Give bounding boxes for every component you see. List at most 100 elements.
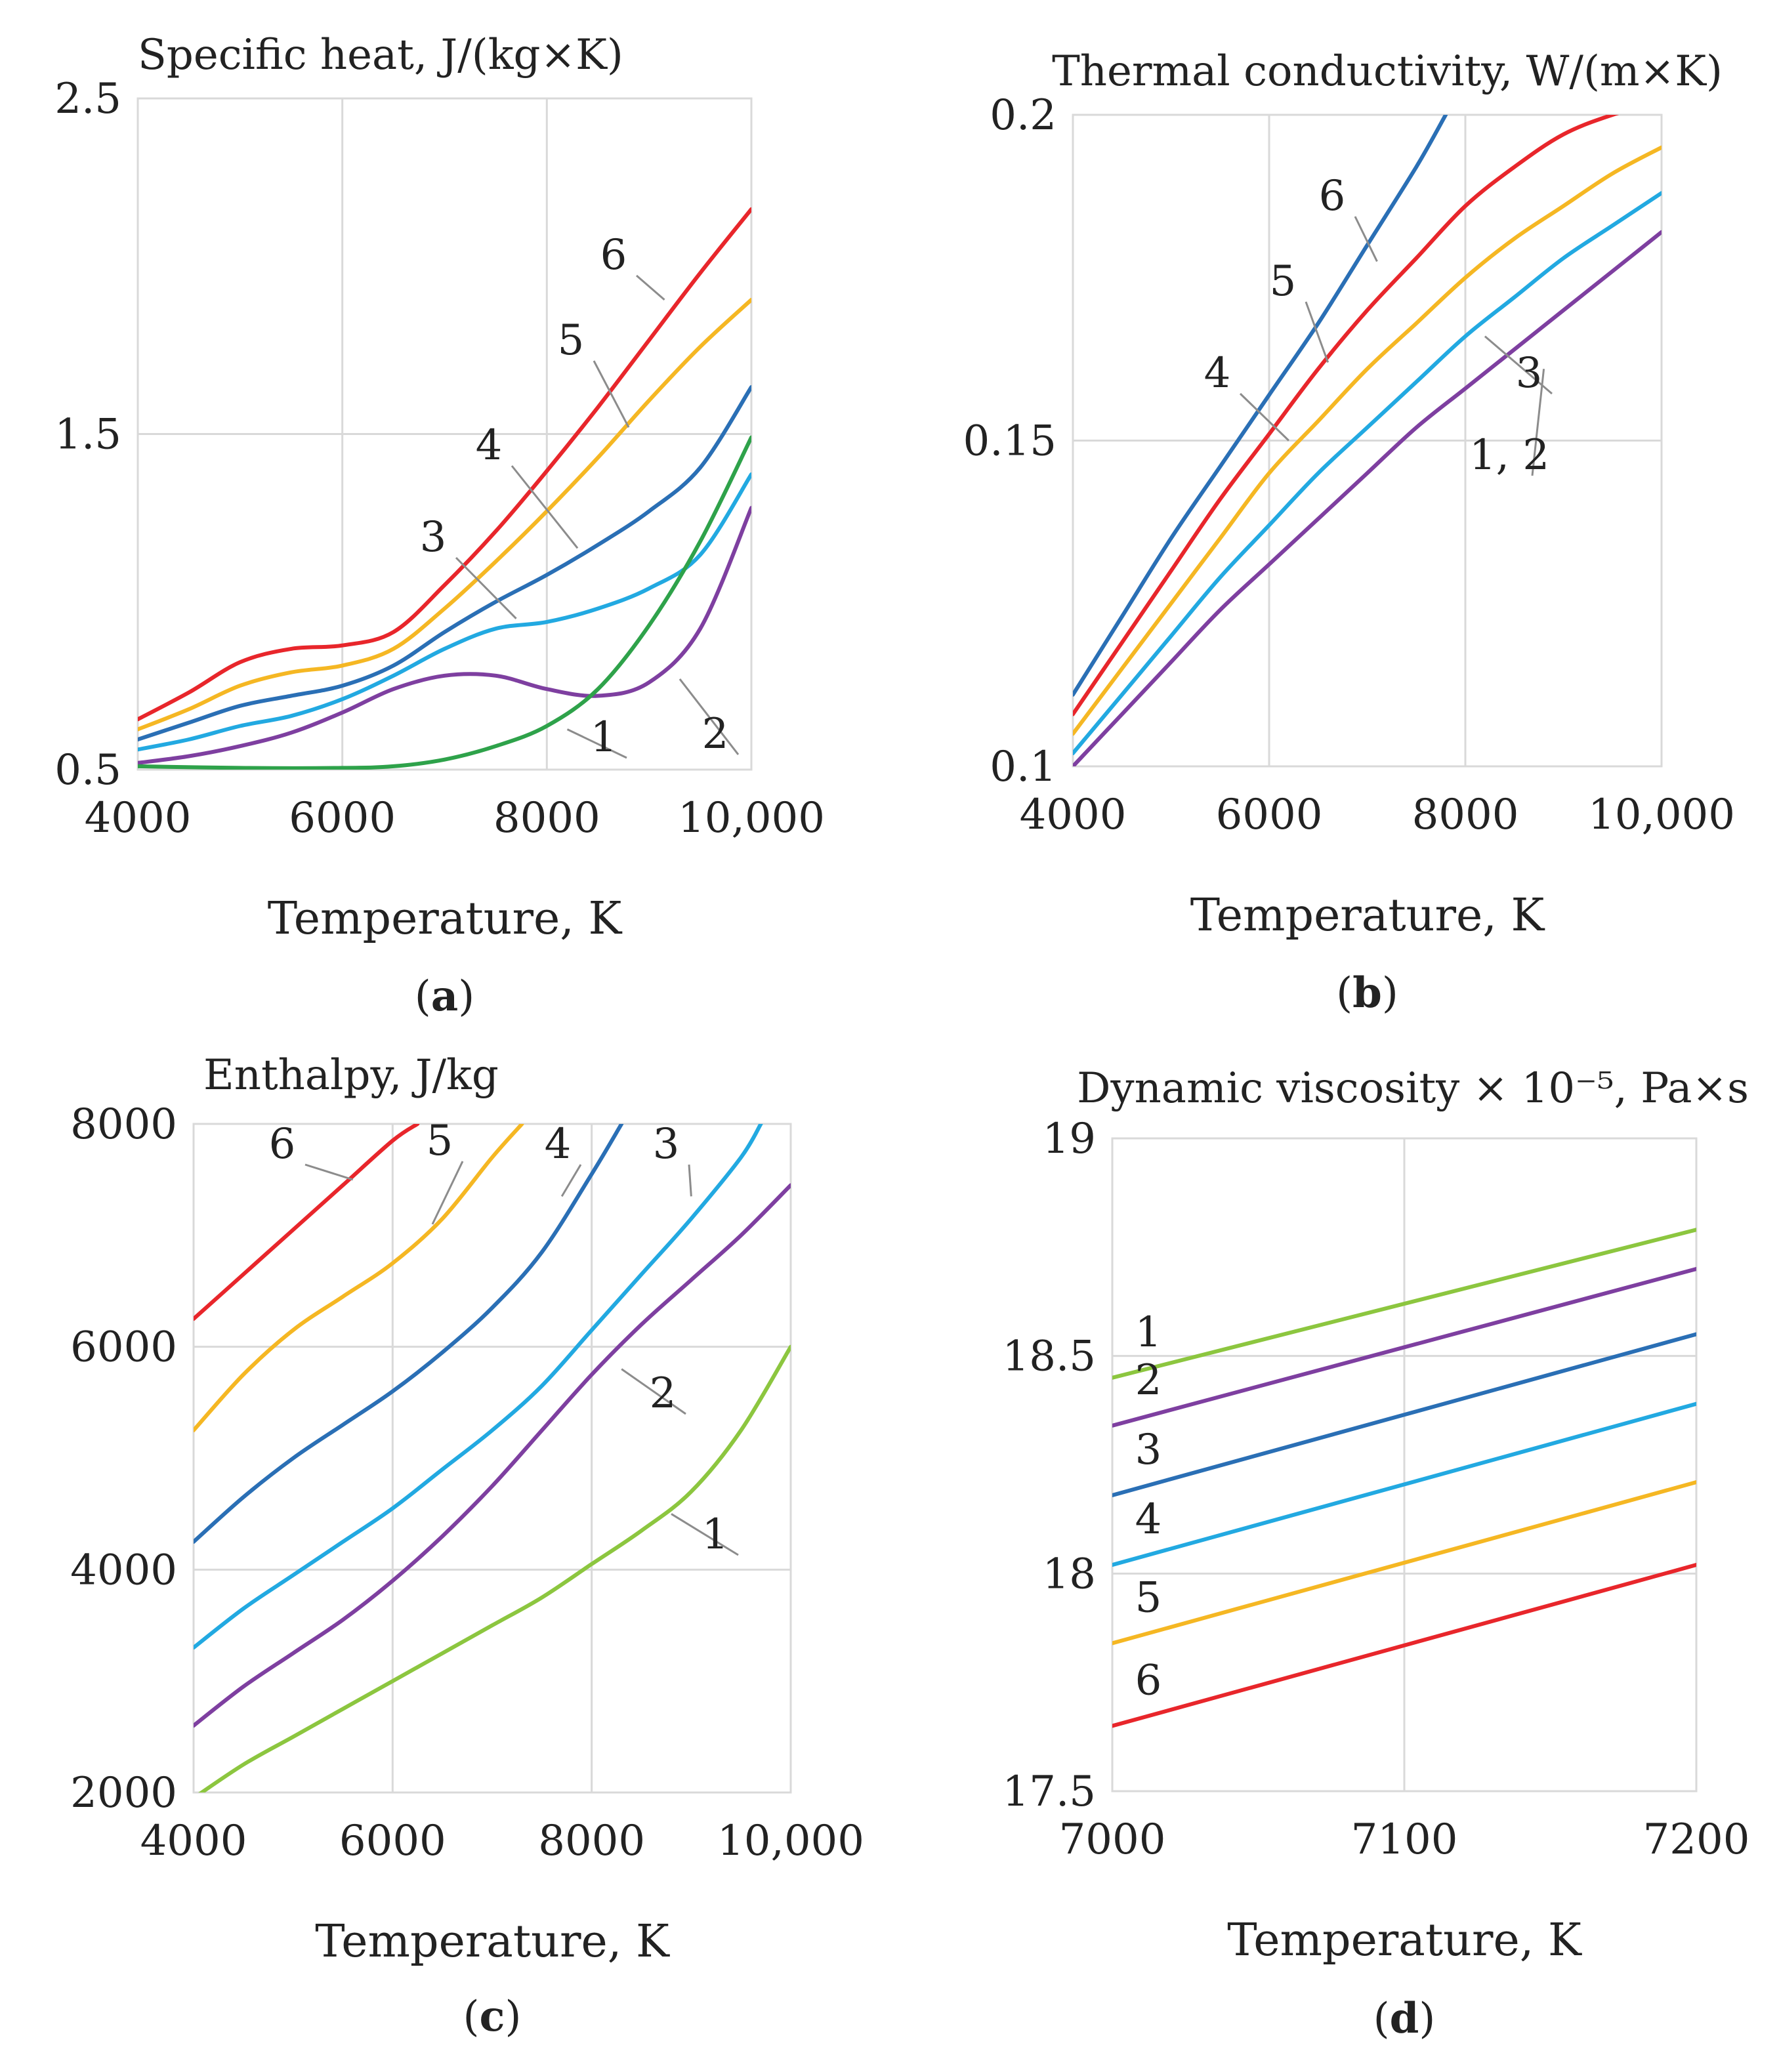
panel-c-series-6-line <box>194 1124 420 1321</box>
panel-a-leader-line <box>511 465 579 549</box>
panel-c-xtick-label: 8000 <box>538 1817 645 1865</box>
panel-a-series-1-line <box>138 435 751 770</box>
panel-d-series-5-line <box>1112 1480 1696 1646</box>
panel-c-curve-label: 6 <box>269 1120 296 1169</box>
panel-d-xtick-label: 7000 <box>1059 1815 1166 1864</box>
panel-b: Thermal conductivity, W/(m×K) 4000 6000 800… <box>963 47 1735 1018</box>
panel-d-series-4-line <box>1112 1401 1696 1567</box>
panel-c-leader-line <box>621 1368 686 1415</box>
panel-c-series-2-line <box>194 1183 791 1728</box>
panel-a-curve-label: 5 <box>558 316 585 365</box>
panel-c-xtick-label: 10,000 <box>717 1817 864 1865</box>
panel-d-curve-label: 3 <box>1135 1426 1162 1474</box>
panel-c-curve-label: 1 <box>702 1510 729 1559</box>
panel-d-series-1-line <box>1112 1228 1696 1380</box>
panel-a-series-5-line <box>138 297 751 732</box>
panel-b-series-3-line <box>1073 191 1662 756</box>
panel-d-curve-label: 5 <box>1135 1573 1162 1622</box>
panel-d-ytick-label: 19 <box>1043 1115 1096 1163</box>
panel-c-leader-line <box>688 1164 692 1197</box>
panel-b-curve-label: 1, 2 <box>1469 431 1549 480</box>
panel-b-xtick-label: 4000 <box>1020 791 1127 839</box>
panel-b-curve-label: 5 <box>1270 257 1297 306</box>
panel-a-xtick-label: 10,000 <box>678 794 825 842</box>
panel-d-series-2-line <box>1112 1267 1696 1428</box>
panel-a-ytick-label: 1.5 <box>54 411 121 459</box>
panel-c-ytick-label: 6000 <box>70 1323 177 1372</box>
panel-a-caption: (a) <box>415 972 474 1021</box>
panel-a-curve-label: 3 <box>420 513 447 562</box>
panel-b-curve-label: 4 <box>1204 349 1231 398</box>
panel-b-series-1-2-line <box>1073 230 1662 766</box>
panel-a-xtick-label: 8000 <box>493 794 600 842</box>
panel-a-curve-label: 1 <box>591 713 617 762</box>
panel-c-ytick-label: 8000 <box>70 1100 177 1149</box>
panel-c-caption: (c) <box>463 1992 522 2041</box>
panel-d-curve-label: 2 <box>1135 1356 1162 1405</box>
panel-b-curve-label: 3 <box>1516 349 1543 398</box>
panel-a-leader-line <box>679 678 740 755</box>
panel-d: Dynamic viscosity × 10⁻⁵, Pa×s 7000 7100 72… <box>1003 1064 1750 2043</box>
panel-c-leader-line <box>671 1513 739 1556</box>
panel-a: Specific heat, J/(kg×K) 4000 6000 8000 10,00… <box>54 31 825 1021</box>
panel-a-series-4-line <box>138 384 751 741</box>
panel-b-leader-line <box>1239 392 1289 442</box>
panel-d-curve-label: 1 <box>1135 1308 1162 1357</box>
panel-d-xtick-label: 7200 <box>1643 1815 1750 1864</box>
panel-c-curve-label: 5 <box>427 1117 453 1165</box>
panel-a-curve-label: 2 <box>702 710 729 758</box>
panel-c-series-1-line <box>198 1344 791 1792</box>
panel-d-title: Dynamic viscosity × 10⁻⁵, Pa×s <box>1077 1064 1749 1113</box>
panel-d-series-3-line <box>1112 1332 1696 1497</box>
panel-a-plot-area <box>136 97 753 771</box>
panel-d-curve-label: 6 <box>1135 1657 1162 1705</box>
panel-b-leader-line <box>1305 301 1329 363</box>
panel-b-leader-line <box>1354 216 1378 262</box>
panel-c-ytick-label: 2000 <box>70 1769 177 1817</box>
panel-d-curve-label: 4 <box>1135 1495 1162 1544</box>
panel-d-xtick-label: 7100 <box>1351 1815 1458 1864</box>
panel-b-plot-area <box>1072 114 1663 768</box>
panel-a-leader-line <box>593 360 630 428</box>
panel-c-xlabel: Temperature, K <box>315 1916 670 1968</box>
panel-c-xtick-label: 6000 <box>339 1817 446 1865</box>
panel-b-series-6-line <box>1073 115 1448 697</box>
panel-d-series-6-line <box>1112 1563 1696 1728</box>
panel-b-curve-label: 6 <box>1319 172 1346 220</box>
panel-a-leader-line <box>636 274 665 301</box>
panel-b-ytick-label: 0.15 <box>963 417 1057 466</box>
panel-c-ytick-label: 4000 <box>70 1546 177 1594</box>
panel-a-series-2-line <box>138 506 751 765</box>
panel-c-curve-label: 3 <box>653 1120 680 1169</box>
panel-b-title: Thermal conductivity, W/(m×K) <box>1052 47 1723 96</box>
panel-b-leader-line <box>1531 369 1545 476</box>
panel-a-xlabel: Temperature, K <box>268 893 623 945</box>
panel-c-series-3-line <box>194 1124 763 1650</box>
panel-b-xtick-label: 8000 <box>1412 791 1519 839</box>
panel-a-xtick-label: 6000 <box>289 794 396 842</box>
panel-a-xtick-label: 4000 <box>85 794 192 842</box>
panel-b-leader-line <box>1484 335 1553 395</box>
panel-c-series-5-line <box>194 1124 524 1432</box>
panel-d-ytick-label: 17.5 <box>1003 1768 1097 1816</box>
panel-b-xlabel: Temperature, K <box>1190 890 1545 942</box>
panel-b-caption: (b) <box>1336 968 1398 1018</box>
panel-d-caption: (d) <box>1373 1994 1436 2043</box>
panel-b-ytick-label: 0.1 <box>990 743 1057 791</box>
panel-c-plot-area <box>192 1123 792 1794</box>
panel-c-title: Enthalpy, J/kg <box>203 1051 499 1100</box>
panel-d-ytick-label: 18.5 <box>1003 1333 1097 1381</box>
panel-b-xtick-label: 10,000 <box>1588 791 1735 839</box>
panel-a-ytick-label: 2.5 <box>54 75 121 123</box>
panel-c-xtick-label: 4000 <box>140 1817 247 1865</box>
panel-c-series-4-line <box>194 1124 624 1544</box>
panel-c-curve-label: 2 <box>650 1369 677 1418</box>
panel-b-series-4-line <box>1073 145 1662 736</box>
panel-a-title: Specific heat, J/(kg×K) <box>138 31 623 79</box>
panel-d-plot-area <box>1111 1137 1698 1792</box>
panel-c-leader-line <box>304 1163 354 1181</box>
panel-a-leader-line <box>566 728 627 759</box>
panel-b-ytick-label: 0.2 <box>990 91 1057 140</box>
